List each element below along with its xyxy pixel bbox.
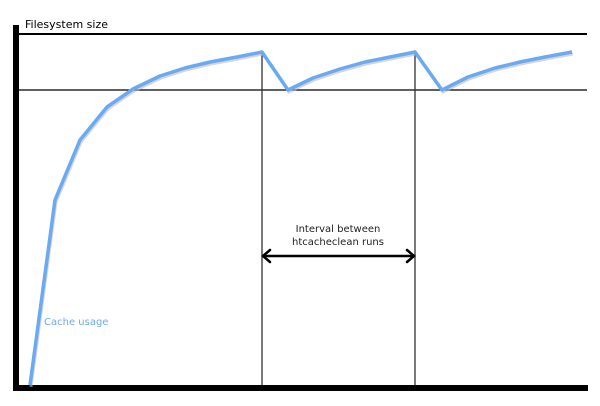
cache-usage-shadow [29,52,574,388]
interval-arrow [261,248,416,264]
curve-label: Cache usage [44,317,108,328]
y-axis-label: Filesystem size [25,18,108,31]
interval-label-line1: Interval between [296,224,381,235]
y-axis [13,25,19,391]
cache-usage-curve [28,50,573,386]
x-axis [13,385,588,391]
interval-label-line2: htcacheclean runs [292,237,384,248]
